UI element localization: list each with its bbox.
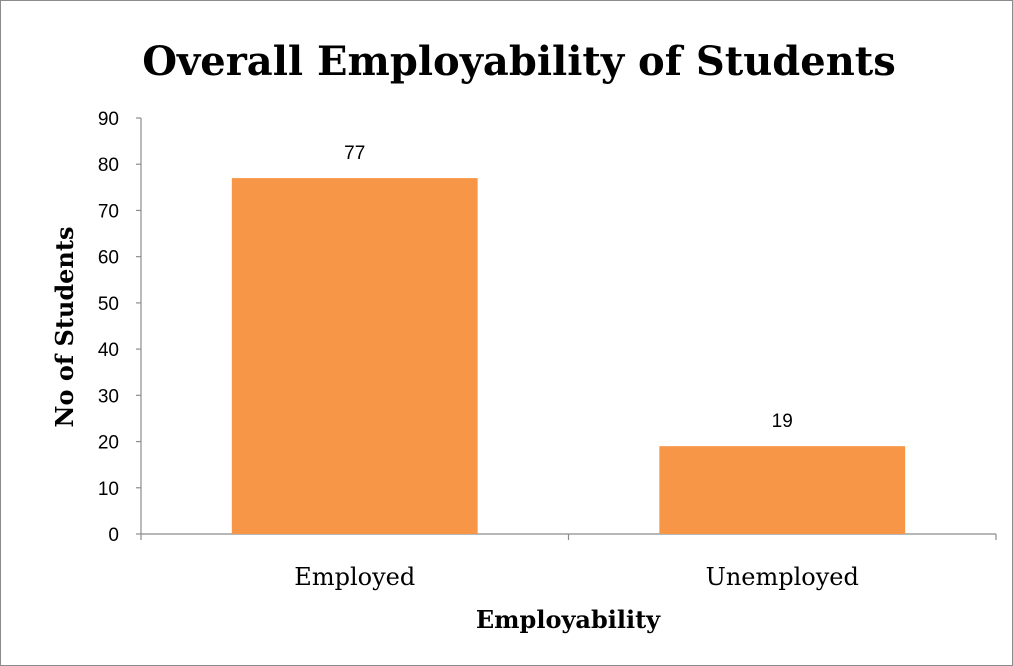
y-axis: 0 10 20 30 40 50 60 70 80 90 xyxy=(98,109,142,546)
bar-unemployed xyxy=(659,446,906,534)
y-axis-title: No of Students xyxy=(50,227,79,428)
y-tick-label: 20 xyxy=(98,433,119,454)
x-tick-label: Unemployed xyxy=(706,563,859,591)
data-labels: 77 19 xyxy=(344,143,793,432)
y-tick-label: 70 xyxy=(98,201,119,222)
bar-employed xyxy=(231,178,478,535)
y-tick-label: 90 xyxy=(98,109,119,130)
x-axis-title: Employability xyxy=(476,605,661,634)
y-tick-label: 60 xyxy=(98,248,119,269)
y-tick-label: 80 xyxy=(98,155,119,176)
y-tick-label: 40 xyxy=(98,340,119,361)
chart-title: Overall Employability of Students xyxy=(142,38,896,85)
y-tick-label: 30 xyxy=(98,386,119,407)
y-tick-label: 10 xyxy=(98,479,119,500)
data-label: 77 xyxy=(344,143,365,164)
x-axis: Employed Unemployed xyxy=(140,533,997,591)
bars xyxy=(231,178,906,535)
x-tick-label: Employed xyxy=(294,563,415,591)
data-label: 19 xyxy=(772,411,793,432)
y-tick-label: 0 xyxy=(108,525,119,546)
y-tick-label: 50 xyxy=(98,294,119,315)
